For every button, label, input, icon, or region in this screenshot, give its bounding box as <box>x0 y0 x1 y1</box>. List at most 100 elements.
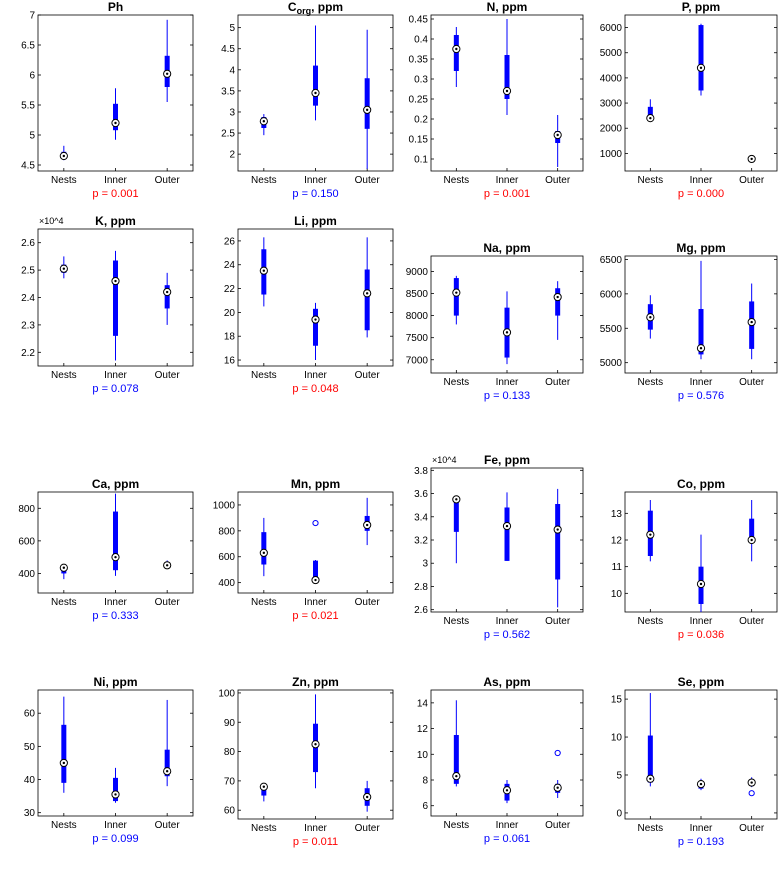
y-tick-label: 5 <box>29 131 35 142</box>
y-tick-label: 0.2 <box>414 115 428 126</box>
x-tick-label: Inner <box>104 597 127 608</box>
x-tick-label: Inner <box>496 377 519 388</box>
chart-title: Mg, ppm <box>676 241 725 255</box>
x-tick-label: Nests <box>638 616 664 627</box>
median-dot <box>262 785 266 788</box>
median-dot <box>750 157 753 161</box>
x-tick-label: Nests <box>444 820 470 831</box>
chart-title: Zn, ppm <box>292 675 339 689</box>
y-tick-label: 9000 <box>406 267 429 278</box>
y-tick-label: 22 <box>224 284 236 295</box>
median-dot <box>649 777 652 780</box>
y-tick-label: 2.5 <box>21 266 35 277</box>
y-tick-label: 3.2 <box>414 536 428 547</box>
y-tick-label: 60 <box>24 709 36 720</box>
x-tick-label: Nests <box>251 370 277 381</box>
y-tick-label: 15 <box>611 695 623 706</box>
y-tick-label: 18 <box>224 332 236 343</box>
chart-panel: Ca, ppm 400 600 800 Nests Inner Outer p = 0.333 <box>18 477 194 622</box>
chart-panel: Co, ppm 10 11 12 13 Nests Inner Outer p = 0.036 <box>611 477 778 641</box>
median-dot <box>262 120 266 123</box>
y-tick-label: 0.4 <box>414 35 428 46</box>
median-dot <box>649 533 652 536</box>
y-tick-label: 90 <box>224 718 236 729</box>
x-tick-label: Nests <box>444 175 470 186</box>
chart-title: K, ppm <box>95 214 136 228</box>
y-tick-label: 6 <box>29 71 35 82</box>
y-tick-label: 13 <box>611 509 623 520</box>
y-tick-label: 2.2 <box>21 348 35 359</box>
box-iqr <box>504 55 510 99</box>
x-tick-label: Nests <box>51 597 77 608</box>
box-iqr <box>555 504 561 580</box>
y-tick-label: 2000 <box>600 124 623 135</box>
x-tick-label: Inner <box>104 175 127 186</box>
box-iqr <box>164 749 170 777</box>
median-dot <box>262 269 266 272</box>
chart-panel: K, ppm ×10^4 2.2 2.3 2.4 2.5 2.6 Nests Inner Oute… <box>21 214 194 395</box>
y-tick-label: 6500 <box>600 255 623 266</box>
chart-title-main: C <box>288 0 297 14</box>
y-tick-label: 8500 <box>406 289 429 300</box>
x-tick-label: Outer <box>739 175 765 186</box>
median-dot <box>165 290 169 294</box>
y-tick-label: 6.5 <box>21 41 35 52</box>
y-tick-label: 0.25 <box>409 95 429 106</box>
p-value-label: p = 0.562 <box>484 629 530 641</box>
y-tick-label: 12 <box>611 536 623 547</box>
chart-panel: Ph 4.5 5 5.5 6 6.5 7 Nests Inner Outer p = 0.001 <box>21 0 194 200</box>
chart-panel: Mg, ppm 5000 5500 6000 6500 Nests Inner Outer p … <box>600 241 778 402</box>
chart-title-subscript: org <box>297 6 312 16</box>
x-tick-label: Inner <box>104 820 127 831</box>
y-tick-label: 0.1 <box>414 155 428 166</box>
median-dot <box>455 47 458 51</box>
y-tick-label: 5 <box>616 770 622 781</box>
median-dot <box>505 789 509 792</box>
median-dot <box>699 66 703 70</box>
x-tick-label: Nests <box>51 370 77 381</box>
x-tick-label: Outer <box>545 377 571 388</box>
median-dot <box>262 551 266 555</box>
chart-title: Li, ppm <box>294 214 337 228</box>
y-tick-label: 100 <box>218 688 235 699</box>
median-dot <box>165 564 169 567</box>
median-dot <box>750 781 753 784</box>
y-tick-label: 5000 <box>600 358 623 369</box>
y-tick-label: 5.5 <box>21 101 35 112</box>
y-tick-label: 60 <box>224 806 236 817</box>
box-iqr <box>113 103 118 131</box>
x-tick-label: Outer <box>155 175 181 186</box>
y-tick-label: 0.35 <box>409 55 429 66</box>
y-tick-label: 5000 <box>600 48 623 59</box>
y-tick-label: 6000 <box>600 289 623 300</box>
box-iqr <box>364 78 370 129</box>
chart-title: Ph <box>108 0 123 14</box>
y-tick-label: 4000 <box>600 73 623 84</box>
median-dot <box>649 316 652 319</box>
p-value-label: p = 0.150 <box>292 188 338 200</box>
x-tick-label: Outer <box>355 370 381 381</box>
y-tick-label: 0.15 <box>409 135 429 146</box>
box-iqr <box>113 777 118 802</box>
y-tick-label: 600 <box>18 536 35 547</box>
median-dot <box>62 566 66 569</box>
median-dot <box>556 295 559 299</box>
median-dot <box>556 786 559 789</box>
x-tick-label: Outer <box>545 820 571 831</box>
x-tick-label: Outer <box>155 820 181 831</box>
axes-frame <box>624 689 778 820</box>
median-dot <box>62 267 66 270</box>
y-tick-label: 2.6 <box>21 238 35 249</box>
chart-panel: Se, ppm 0 5 10 15 Nests Inner Outer p = 0.193 <box>611 675 778 848</box>
box-iqr <box>453 278 459 316</box>
x-tick-label: Outer <box>545 175 571 186</box>
x-tick-label: Nests <box>638 823 664 834</box>
y-tick-label: 3 <box>422 559 428 570</box>
chart-panel: Na, ppm 7000 7500 8000 8500 9000 Nests Inner Out… <box>406 241 584 402</box>
chart-panel: Mn, ppm 400 600 800 1000 Nests Inner Outer p = 0… <box>213 477 394 622</box>
median-dot <box>556 133 559 137</box>
y-tick-label: 5500 <box>600 324 623 335</box>
y-tick-label: 10 <box>417 750 429 761</box>
y-tick-label: 14 <box>417 698 429 709</box>
